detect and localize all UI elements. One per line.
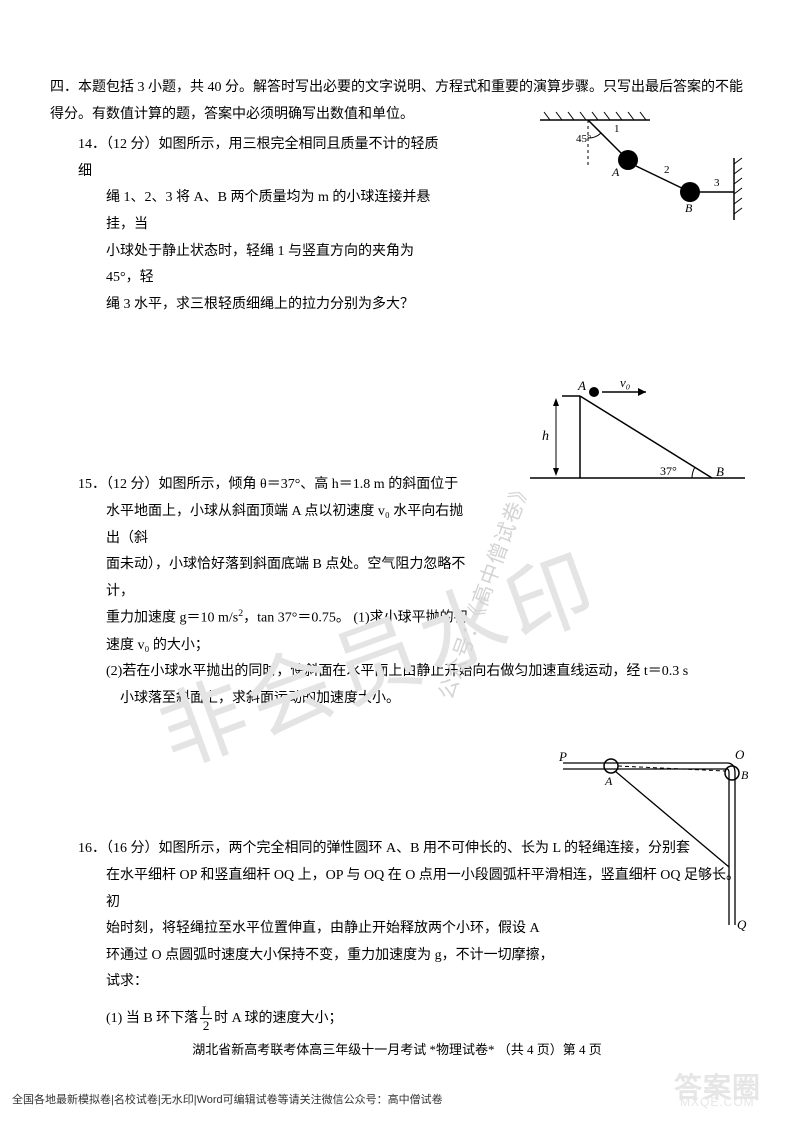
svg-text:37°: 37° [660, 464, 677, 478]
svg-text:B: B [716, 464, 724, 479]
svg-text:v₀: v₀ [620, 378, 630, 390]
q15-line2: 水平地面上，小球从斜面顶端 A 点以初速度 v₀ 水平向右抛出（斜 [106, 504, 463, 546]
corner-badge: 答案圈 MXQE.COM [674, 1063, 784, 1108]
q14-line2: 绳 1、2、3 将 A、B 两个质量均为 m 的小球连接并悬挂，当 [106, 190, 430, 232]
svg-text:1: 1 [614, 123, 620, 135]
q14-line4: 绳 3 水平，求三根轻质细绳上的拉力分别为多大？ [106, 297, 414, 312]
page-footer: 湖北省新高考联考体高三年级十一月考试 *物理试卷* （共 4 页）第 4 页 [0, 1038, 794, 1063]
figure-q16: P O A B Q [555, 743, 755, 933]
bottom-note: 全国各地最新模拟卷|名校试卷|无水印|Word可编辑试卷等请关注微信公众号：高中… [12, 1090, 443, 1111]
svg-text:O: O [735, 747, 745, 762]
q15-line4b: ，tan 37°＝0.75。 (1)求小球平抛的初 [243, 611, 468, 626]
svg-text:B: B [741, 768, 749, 782]
q14-line3: 小球处于静止状态时，轻绳 1 与竖直方向的夹角为 45°，轻 [106, 244, 414, 286]
fraction-L-over-2: L2 [200, 1004, 212, 1034]
q16-sub1b: 时 A 球的速度大小； [214, 1011, 342, 1026]
q14-number: 14． [78, 137, 106, 152]
q15-line6: (2)若在小球水平抛出的同时，使斜面在水平面上由静止开始向右做匀加速直线运动，经… [106, 664, 688, 679]
svg-text:h: h [542, 429, 549, 444]
figure-q15: A v₀ h 37° B [520, 378, 750, 498]
q16-line5: 试求： [106, 974, 148, 989]
q15-number: 15． [78, 477, 106, 492]
svg-text:Q: Q [737, 917, 747, 932]
footer-text: 湖北省新高考联考体高三年级十一月考试 *物理试卷* （共 4 页）第 4 页 [192, 1042, 602, 1057]
corner-badge-url: MXQE.COM [680, 1091, 755, 1114]
q15-line7: 小球落至斜面上，求斜面运动的加速度大小。 [120, 691, 400, 706]
svg-text:A: A [577, 378, 586, 393]
q16-points: （16 分） [106, 841, 159, 856]
svg-text:B: B [685, 201, 693, 215]
q16-line4: 环通过 O 点圆弧时速度大小保持不变，重力加速度为 g，不计一切摩擦， [106, 948, 554, 963]
svg-text:45°: 45° [576, 133, 591, 145]
q16-line3: 始时刻，将轻绳拉至水平位置伸直，由静止开始释放两个小环，假设 A [106, 921, 540, 936]
q15-line3: 面未动），小球恰好落到斜面底端 B 点处。空气阻力忽略不计， [106, 557, 465, 599]
figure-q14: 45° 1 2 3 A B [530, 108, 750, 228]
svg-text:P: P [558, 749, 567, 764]
q15-line4a: 重力加速度 g＝10 m/s [106, 611, 238, 626]
q14-points: （12 分） [106, 137, 159, 152]
q15-points: （12 分） [106, 477, 159, 492]
q16-sub1a: (1) 当 B 环下落 [106, 1011, 198, 1026]
svg-text:3: 3 [714, 177, 720, 189]
svg-text:A: A [611, 165, 620, 179]
q15-line1: 如图所示，倾角 θ＝37°、高 h＝1.8 m 的斜面位于 [159, 477, 459, 492]
q15-line5: 速度 v₀ 的大小； [106, 638, 209, 653]
svg-text:A: A [604, 774, 613, 788]
svg-text:2: 2 [664, 164, 670, 176]
q16-number: 16． [78, 841, 106, 856]
question-15: 15．（12 分）如图所示，倾角 θ＝37°、高 h＝1.8 m 的斜面位于 水… [50, 472, 744, 712]
